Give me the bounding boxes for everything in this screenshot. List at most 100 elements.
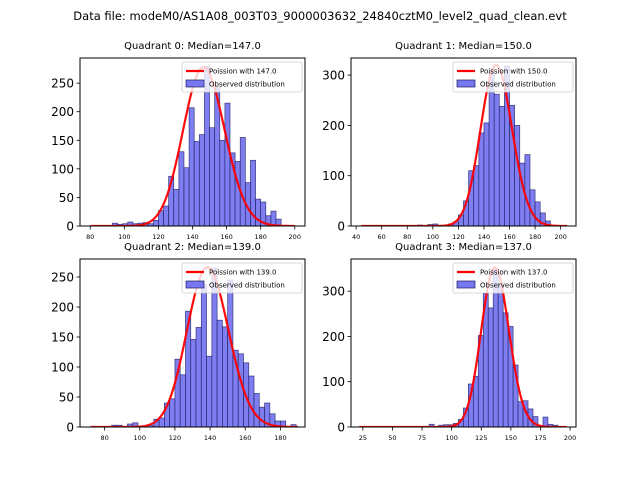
x-tick-label: 175: [534, 434, 546, 442]
x-tick-label: 140: [204, 434, 216, 442]
poisson-line: [359, 266, 567, 427]
legend-label-observed: Observed distribution: [209, 282, 285, 290]
y-tick-label: 0: [337, 421, 345, 435]
histogram-bar: [219, 139, 226, 226]
legend-label-poisson: Poission with 150.0: [480, 68, 548, 76]
x-tick-label: 200: [564, 434, 576, 442]
subplot-title: Quadrant 0: Median=147.0: [124, 41, 261, 52]
legend: Poission with 150.0 Observed distribution: [452, 61, 574, 93]
histogram-bar: [195, 327, 202, 427]
y-tick-label: 200: [51, 301, 74, 315]
histogram-bar: [497, 282, 504, 427]
x-tick-label: 25: [359, 434, 367, 442]
x-tick-label: 160: [220, 233, 232, 241]
y-tick-label: 200: [322, 330, 345, 344]
x-tick-label: 180: [529, 233, 541, 241]
histogram-bar: [248, 375, 255, 427]
y-tick-label: 0: [66, 220, 74, 234]
legend-label-observed: Observed distribution: [480, 81, 556, 89]
y-tick-label: 100: [51, 361, 74, 375]
x-tick-label: 80: [100, 434, 108, 442]
x-tick-label: 160: [503, 233, 515, 241]
histogram-bar: [178, 151, 185, 226]
histogram-bar: [188, 107, 195, 226]
x-tick-label: 200: [554, 233, 566, 241]
x-tick-label: 80: [403, 233, 411, 241]
legend: Poission with 137.0 Observed distribution: [452, 262, 574, 294]
y-tick-label: 150: [51, 134, 74, 148]
x-tick-label: 180: [254, 233, 266, 241]
histogram-bar: [260, 201, 267, 226]
histogram-bar: [542, 416, 549, 427]
legend-label-poisson: Poission with 137.0: [480, 269, 548, 277]
histogram-bar: [428, 423, 435, 427]
histogram-bar: [222, 326, 229, 427]
histogram-bar: [280, 420, 287, 427]
subplot-title: Quadrant 3: Median=137.0: [395, 242, 532, 253]
histogram-bar: [234, 161, 241, 226]
axes-frame: [350, 57, 577, 227]
legend-box: [181, 61, 303, 93]
histogram-bar: [169, 398, 176, 427]
histogram-bar: [216, 319, 223, 427]
x-tick-label: 120: [169, 434, 181, 442]
y-tick-label: 0: [66, 421, 74, 435]
x-tick-label: 180: [274, 434, 286, 442]
legend-label-poisson: Poission with 139.0: [209, 269, 277, 277]
legend-bar-swatch: [456, 280, 476, 289]
subplot-0: Quadrant 0: Median=147.0 80 100 120 140 160 18…: [51, 41, 306, 241]
y-tick-label: 0: [337, 220, 345, 234]
legend-box: [452, 61, 574, 93]
legend-box: [181, 262, 303, 294]
figure-title: Data file: modeM0/AS1A08_003T03_90000036…: [73, 9, 567, 23]
x-tick-label: 200: [289, 233, 301, 241]
y-tick-label: 250: [51, 77, 74, 91]
axes-frame: [350, 258, 577, 428]
y-tick-label: 200: [51, 105, 74, 119]
legend-label-poisson: Poission with 147.0: [209, 68, 277, 76]
x-tick-label: 120: [152, 233, 164, 241]
histogram-bar: [152, 219, 159, 226]
histogram-bar: [179, 374, 186, 427]
y-tick-label: 50: [59, 391, 74, 405]
x-tick-label: 160: [239, 434, 251, 442]
histogram-bar: [502, 312, 509, 427]
histogram-bar: [200, 284, 207, 427]
subplot-title: Quadrant 1: Median=150.0: [395, 41, 532, 52]
histogram-bar: [478, 132, 485, 226]
axes-frame: [79, 258, 306, 428]
histogram-bar: [183, 167, 190, 226]
histogram-bar: [158, 417, 165, 427]
histogram-bar: [498, 105, 505, 226]
x-tick-label: 80: [86, 233, 94, 241]
x-tick-label: 100: [445, 434, 457, 442]
histogram-bar: [198, 134, 205, 226]
y-tick-label: 300: [322, 285, 345, 299]
subplot-1: Quadrant 1: Median=150.0 40 60 80 100 120 140 1…: [322, 41, 577, 241]
histogram-bar: [190, 339, 197, 427]
histogram-bar: [487, 307, 494, 427]
legend-label-observed: Observed distribution: [209, 81, 285, 89]
y-tick-label: 200: [322, 119, 345, 133]
histogram-bar: [483, 122, 490, 226]
x-tick-label: 60: [378, 233, 386, 241]
histogram-bar: [258, 406, 265, 427]
x-tick-label: 40: [352, 233, 360, 241]
y-tick-label: 100: [322, 375, 345, 389]
histogram-bar: [206, 355, 213, 427]
x-tick-label: 140: [478, 233, 490, 241]
legend-label-observed: Observed distribution: [480, 282, 556, 290]
histogram-bar: [493, 93, 500, 226]
histogram-bar: [239, 137, 246, 226]
x-tick-label: 140: [186, 233, 198, 241]
legend-bar-swatch: [185, 79, 205, 88]
x-tick-label: 50: [388, 434, 396, 442]
histogram-bar: [224, 102, 231, 226]
histogram-bar: [173, 189, 180, 226]
x-tick-label: 100: [427, 233, 439, 241]
legend: Poission with 139.0 Observed distribution: [181, 262, 303, 294]
subplot-3: Quadrant 3: Median=137.0 25 50 75 100 125 150 1…: [322, 242, 577, 442]
histogram-bar: [473, 165, 480, 226]
histogram-bar: [514, 125, 521, 226]
